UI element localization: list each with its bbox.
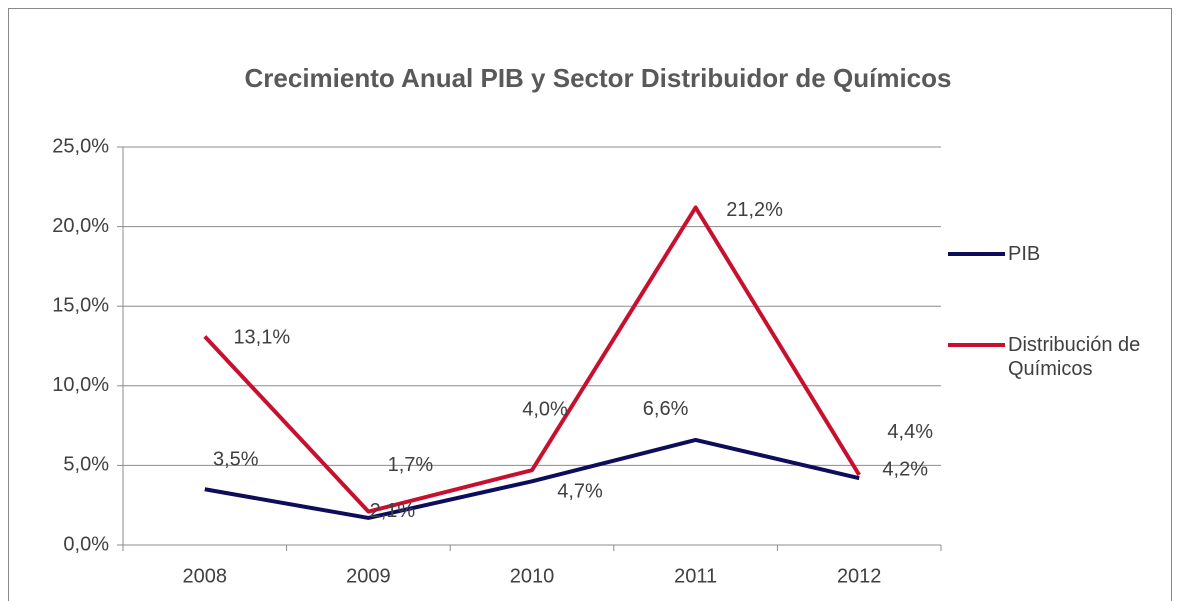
data-label: 1,7% xyxy=(388,454,434,476)
x-tick-label: 2010 xyxy=(510,565,555,587)
data-label: 21,2% xyxy=(726,199,783,221)
x-tick-label: 2011 xyxy=(674,565,717,587)
chart-border xyxy=(8,8,1172,601)
y-tick-label: 20,0% xyxy=(52,215,109,237)
data-label: 4,2% xyxy=(882,458,928,480)
data-label: 4,7% xyxy=(557,480,603,502)
y-tick-label: 10,0% xyxy=(52,374,109,396)
data-label: 13,1% xyxy=(233,327,290,349)
legend-label: PIB xyxy=(1008,243,1041,265)
chart-title: Crecimiento Anual PIB y Sector Distribui… xyxy=(245,63,952,93)
data-label: 2,1% xyxy=(370,500,416,522)
x-tick-label: 2009 xyxy=(346,565,391,587)
x-tick-label: 2012 xyxy=(837,565,882,587)
legend-label: Distribución de Químicos xyxy=(1008,334,1141,380)
data-label: 4,4% xyxy=(887,421,933,443)
y-tick-label: 0,0% xyxy=(63,533,109,555)
data-label: 3,5% xyxy=(213,449,259,471)
series-line xyxy=(203,205,861,514)
series-line xyxy=(204,437,860,520)
y-tick-label: 25,0% xyxy=(52,135,109,157)
y-tick-label: 15,0% xyxy=(52,294,109,316)
y-tick-label: 5,0% xyxy=(63,454,109,476)
data-label: 6,6% xyxy=(643,398,689,420)
x-tick-label: 2008 xyxy=(183,565,228,587)
data-label: 4,0% xyxy=(522,399,568,421)
